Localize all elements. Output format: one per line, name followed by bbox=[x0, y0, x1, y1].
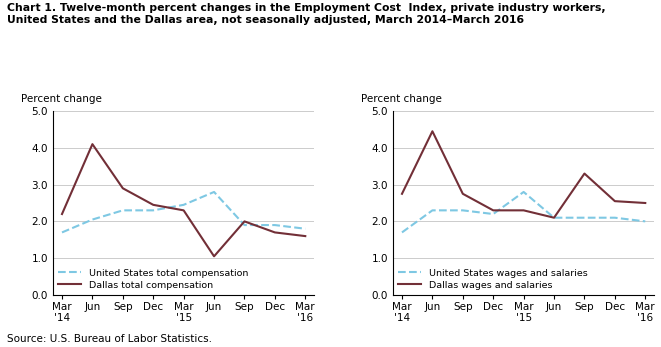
United States total compensation bbox=[301, 227, 309, 231]
Dallas total compensation bbox=[241, 219, 249, 223]
United States wages and salaries bbox=[550, 215, 558, 220]
Dallas wages and salaries bbox=[520, 208, 527, 212]
Legend: United States total compensation, Dallas total compensation: United States total compensation, Dallas… bbox=[58, 269, 248, 290]
Dallas wages and salaries bbox=[489, 208, 497, 212]
Line: United States total compensation: United States total compensation bbox=[62, 192, 305, 232]
Line: United States wages and salaries: United States wages and salaries bbox=[402, 192, 645, 232]
Legend: United States wages and salaries, Dallas wages and salaries: United States wages and salaries, Dallas… bbox=[397, 269, 588, 290]
Text: Percent change: Percent change bbox=[22, 94, 102, 104]
United States total compensation bbox=[58, 230, 66, 235]
United States wages and salaries bbox=[489, 212, 497, 216]
United States total compensation bbox=[271, 223, 279, 227]
Dallas wages and salaries bbox=[459, 192, 467, 196]
United States total compensation bbox=[89, 218, 97, 222]
United States total compensation bbox=[241, 223, 249, 227]
Dallas total compensation bbox=[149, 203, 157, 207]
Dallas total compensation bbox=[301, 234, 309, 238]
United States wages and salaries bbox=[580, 215, 588, 220]
United States total compensation bbox=[119, 208, 127, 212]
Dallas total compensation bbox=[89, 142, 97, 146]
Text: Source: U.S. Bureau of Labor Statistics.: Source: U.S. Bureau of Labor Statistics. bbox=[7, 333, 212, 344]
United States total compensation bbox=[149, 208, 157, 212]
Text: Chart 1. Twelve-month percent changes in the Employment Cost  Index, private ind: Chart 1. Twelve-month percent changes in… bbox=[7, 3, 605, 25]
Dallas wages and salaries bbox=[580, 171, 588, 176]
Dallas total compensation bbox=[180, 208, 188, 212]
Dallas total compensation bbox=[58, 212, 66, 216]
Dallas wages and salaries bbox=[641, 201, 649, 205]
Dallas total compensation bbox=[271, 230, 279, 235]
Dallas wages and salaries bbox=[428, 129, 436, 133]
United States wages and salaries bbox=[641, 219, 649, 223]
Text: Percent change: Percent change bbox=[362, 94, 442, 104]
United States wages and salaries bbox=[611, 215, 619, 220]
Dallas wages and salaries bbox=[611, 199, 619, 203]
United States wages and salaries bbox=[398, 230, 406, 235]
United States total compensation bbox=[210, 190, 218, 194]
Line: Dallas wages and salaries: Dallas wages and salaries bbox=[402, 131, 645, 218]
Dallas wages and salaries bbox=[550, 215, 558, 220]
Line: Dallas total compensation: Dallas total compensation bbox=[62, 144, 305, 256]
United States wages and salaries bbox=[428, 208, 436, 212]
Dallas wages and salaries bbox=[398, 192, 406, 196]
United States wages and salaries bbox=[459, 208, 467, 212]
United States total compensation bbox=[180, 203, 188, 207]
United States wages and salaries bbox=[520, 190, 527, 194]
Dallas total compensation bbox=[210, 254, 218, 259]
Dallas total compensation bbox=[119, 186, 127, 191]
